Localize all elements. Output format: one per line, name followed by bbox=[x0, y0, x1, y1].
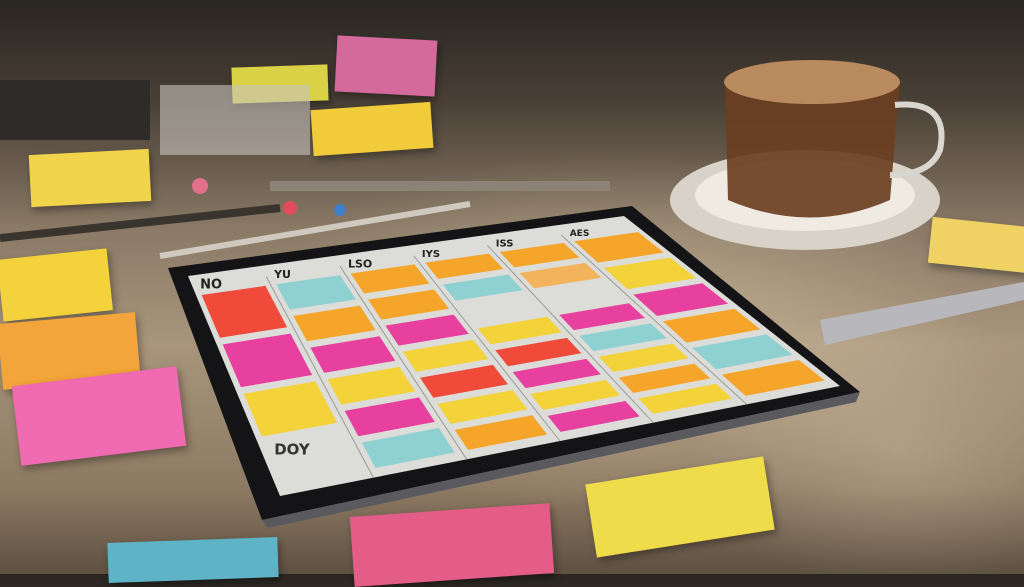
task-note bbox=[579, 323, 667, 352]
task-note bbox=[402, 339, 489, 372]
column-header: YU bbox=[273, 268, 291, 281]
task-note bbox=[454, 415, 548, 450]
pen bbox=[0, 204, 281, 242]
task-note bbox=[512, 358, 601, 389]
task-note bbox=[618, 363, 711, 393]
task-note bbox=[477, 316, 562, 345]
task-note bbox=[633, 283, 729, 316]
row-label: DOY bbox=[274, 440, 311, 458]
task-note bbox=[662, 308, 761, 343]
task-note bbox=[519, 262, 602, 289]
column-header: AES bbox=[570, 229, 590, 239]
task-note bbox=[385, 314, 469, 346]
column-header: LSO bbox=[348, 257, 372, 270]
keyboard bbox=[0, 80, 150, 140]
task-note bbox=[201, 285, 288, 338]
task-note bbox=[350, 264, 430, 294]
task-note bbox=[559, 303, 645, 331]
coffee-cup bbox=[725, 80, 900, 218]
task-note bbox=[327, 366, 416, 405]
column-divider bbox=[487, 244, 654, 424]
column-header: IYS bbox=[422, 249, 440, 260]
task-note bbox=[420, 364, 508, 398]
task-note bbox=[310, 336, 396, 373]
column-divider bbox=[413, 255, 561, 442]
ruler bbox=[159, 201, 471, 259]
watch-band bbox=[820, 282, 1024, 345]
column-divider bbox=[560, 234, 748, 405]
pin bbox=[334, 204, 346, 216]
task-note bbox=[574, 232, 664, 263]
task-note bbox=[499, 242, 580, 268]
tablet-edge bbox=[262, 392, 860, 528]
column-header: ISS bbox=[496, 238, 514, 249]
task-note bbox=[598, 343, 689, 373]
task-note bbox=[638, 383, 733, 414]
task-note bbox=[361, 428, 455, 468]
scene-svg: NO YU LSO IYS ISS AES DOY bbox=[0, 60, 1024, 528]
task-note bbox=[442, 274, 523, 301]
task-note bbox=[692, 334, 793, 370]
task-note bbox=[495, 337, 582, 367]
task-note bbox=[344, 397, 435, 437]
pin bbox=[283, 201, 297, 215]
pin bbox=[192, 178, 208, 194]
column-divider bbox=[339, 265, 468, 460]
coffee-foam bbox=[724, 60, 900, 104]
task-note bbox=[243, 381, 338, 437]
cup-handle bbox=[889, 101, 945, 178]
column-header: NO bbox=[200, 277, 222, 292]
task-note bbox=[293, 305, 376, 342]
column-divider bbox=[265, 276, 374, 478]
task-note bbox=[721, 360, 825, 396]
task-note bbox=[530, 379, 621, 411]
task-note bbox=[425, 253, 504, 279]
task-note bbox=[222, 333, 313, 388]
task-note bbox=[437, 390, 528, 424]
task-note bbox=[547, 401, 640, 432]
paper bbox=[160, 85, 310, 155]
task-note bbox=[368, 289, 450, 320]
task-note bbox=[603, 257, 696, 290]
task-note bbox=[276, 275, 356, 310]
